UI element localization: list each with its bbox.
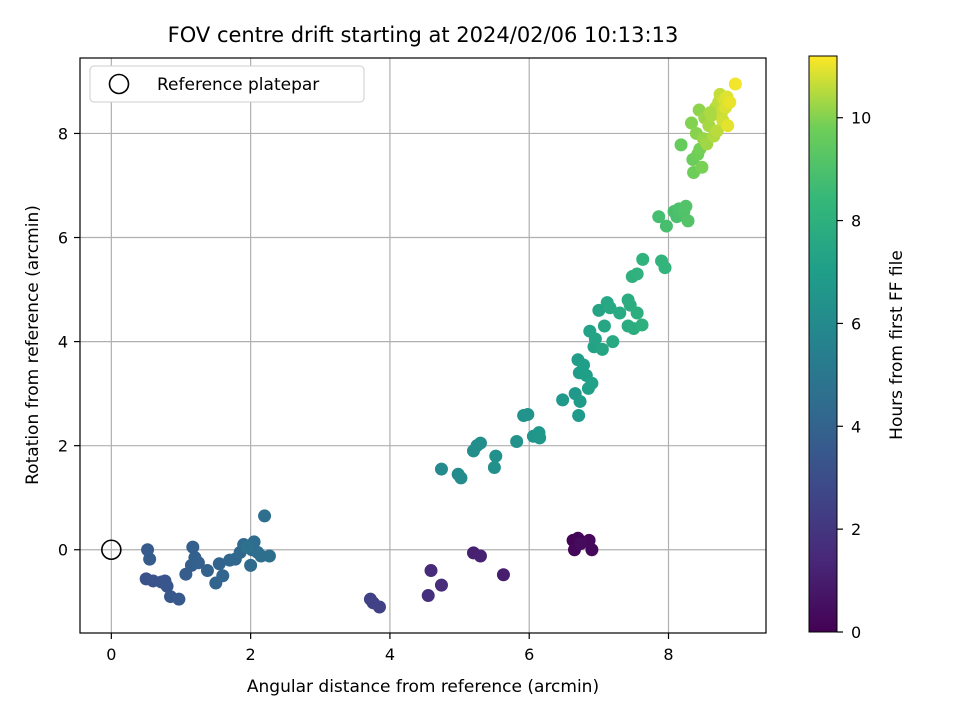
data-point <box>556 393 570 407</box>
data-point <box>200 564 214 578</box>
legend-box <box>89 65 365 103</box>
data-point <box>510 435 524 449</box>
data-point <box>216 569 230 583</box>
plot-area-frame <box>79 57 767 634</box>
data-point <box>366 596 380 610</box>
x-tick-label: 4 <box>385 645 395 664</box>
plot-area-background <box>80 58 766 633</box>
data-point <box>143 552 157 566</box>
legend-entry-label: Reference platepar <box>157 75 319 95</box>
colorbar-tick-label: 4 <box>851 417 861 436</box>
data-point <box>681 214 695 228</box>
data-point <box>473 436 487 450</box>
data-point <box>679 199 693 213</box>
data-point <box>434 462 448 476</box>
y-tick-label: 8 <box>58 124 68 143</box>
data-point <box>585 376 599 390</box>
colorbar-tick-label: 8 <box>851 212 861 231</box>
data-point <box>160 579 174 593</box>
data-point <box>172 592 186 606</box>
data-point <box>573 394 587 408</box>
data-point <box>703 106 717 120</box>
data-point <box>496 568 510 582</box>
data-point <box>636 252 650 266</box>
y-axis-label: Rotation from reference (arcmin) <box>23 205 43 485</box>
x-tick-label: 2 <box>246 645 256 664</box>
x-tick-label: 8 <box>663 645 673 664</box>
data-point <box>684 116 698 130</box>
y-tick-label: 4 <box>58 333 68 352</box>
data-point <box>597 319 611 333</box>
data-point <box>710 124 724 138</box>
colorbar-ticks: 0 2 4 6 8 10 <box>837 109 871 642</box>
x-tick-label: 0 <box>106 645 116 664</box>
data-point <box>588 332 602 346</box>
data-point <box>454 471 468 485</box>
colorbar-tick-label: 0 <box>851 623 861 642</box>
data-point <box>421 589 435 603</box>
data-point <box>723 95 737 109</box>
data-point <box>533 431 547 445</box>
data-point <box>191 556 205 570</box>
data-point <box>258 509 272 523</box>
data-point <box>695 160 709 174</box>
colorbar-tick-label: 10 <box>851 109 871 128</box>
data-point <box>262 549 276 563</box>
data-point <box>212 557 226 571</box>
data-point <box>572 408 586 422</box>
x-axis-ticks: 0 2 4 6 8 <box>106 633 674 664</box>
data-point <box>595 342 609 356</box>
data-points <box>101 77 742 614</box>
data-point <box>244 558 258 572</box>
data-point <box>473 549 487 563</box>
x-axis-label: Angular distance from reference (arcmin) <box>247 677 599 697</box>
data-point <box>674 138 688 152</box>
y-tick-label: 6 <box>58 229 68 248</box>
data-point <box>585 543 599 557</box>
data-point <box>186 540 200 554</box>
data-point <box>434 578 448 592</box>
legend: Reference platepar <box>89 65 365 103</box>
data-point <box>630 306 644 320</box>
legend-reference-marker <box>108 73 130 95</box>
y-tick-label: 0 <box>58 541 68 560</box>
data-point <box>487 461 501 475</box>
colorbar-gradient <box>808 55 838 633</box>
y-axis-ticks: 0 2 4 6 8 <box>58 124 80 560</box>
colorbar-label: Hours from first FF file <box>887 250 907 440</box>
x-tick-label: 6 <box>524 645 534 664</box>
data-point <box>574 536 588 550</box>
data-point <box>659 219 673 233</box>
data-point <box>489 449 503 463</box>
y-tick-label: 2 <box>58 437 68 456</box>
data-point <box>521 407 535 421</box>
data-point <box>728 77 742 91</box>
data-point <box>613 306 627 320</box>
data-point <box>592 303 606 317</box>
data-point <box>721 119 735 133</box>
data-point <box>658 261 672 275</box>
colorbar-tick-label: 2 <box>851 520 861 539</box>
data-point <box>652 210 666 224</box>
data-point <box>606 335 620 349</box>
colorbar-tick-label: 6 <box>851 314 861 333</box>
colorbar: 0 2 4 6 8 10 Hours from first FF file <box>808 55 907 642</box>
data-point <box>630 267 644 281</box>
data-point <box>635 318 649 332</box>
data-point <box>424 564 438 578</box>
data-point <box>240 540 254 554</box>
chart-title: FOV centre drift starting at 2024/02/06 … <box>168 23 679 47</box>
reference-platepar-marker <box>101 539 122 561</box>
data-point <box>603 301 617 315</box>
data-point <box>577 358 591 372</box>
